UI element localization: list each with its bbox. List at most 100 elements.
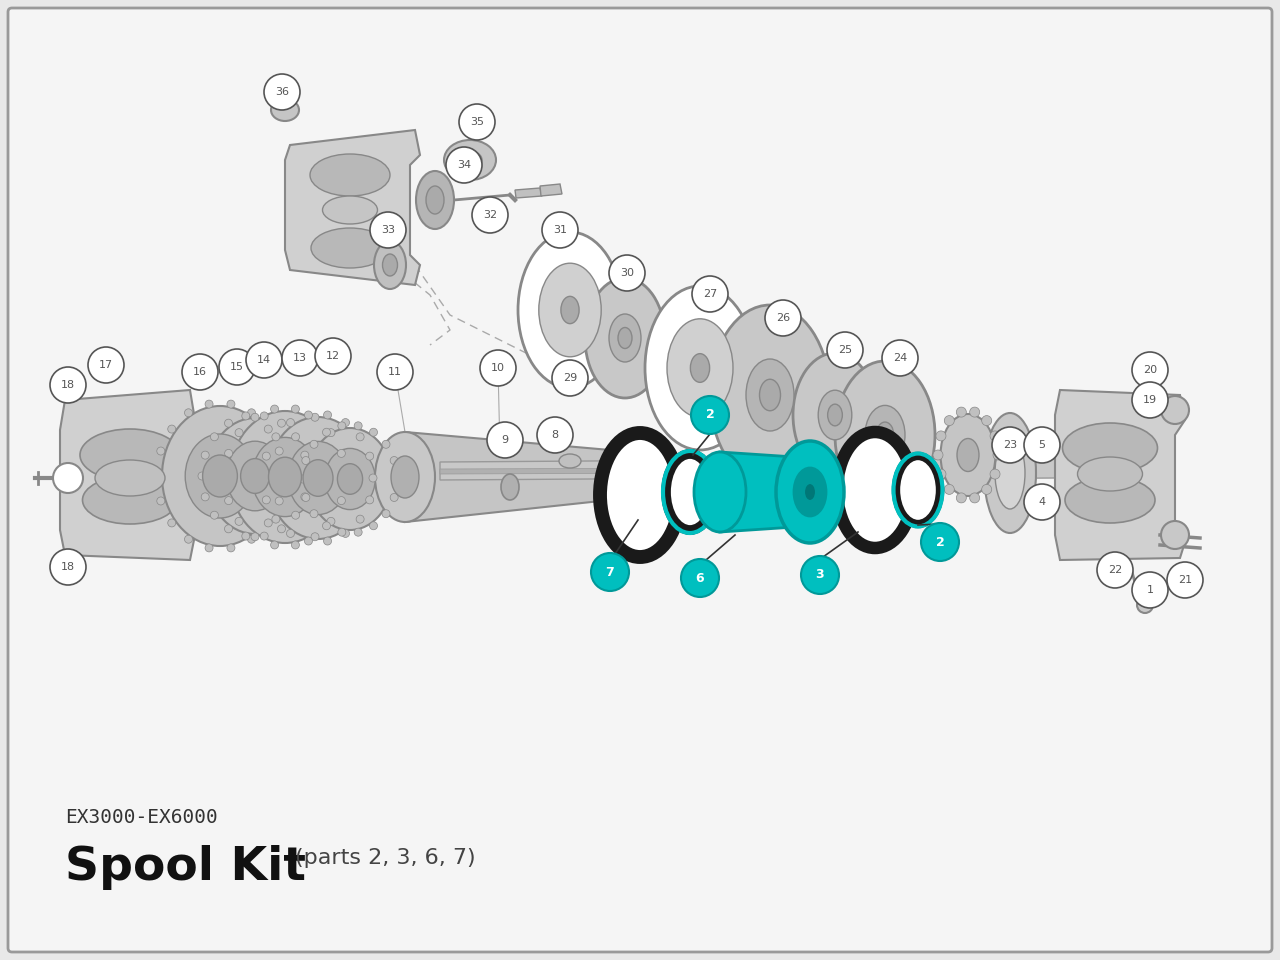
Ellipse shape [984,413,1036,533]
Ellipse shape [241,459,269,493]
Circle shape [338,528,346,537]
Text: 29: 29 [563,373,577,383]
Circle shape [271,433,280,441]
Circle shape [381,441,390,448]
Circle shape [310,441,317,448]
Ellipse shape [609,314,641,362]
Circle shape [275,447,283,455]
Circle shape [324,537,332,545]
Circle shape [198,472,206,480]
Circle shape [88,347,124,383]
Text: 19: 19 [1143,395,1157,405]
Ellipse shape [818,390,851,440]
Circle shape [315,338,351,374]
Circle shape [472,197,508,233]
Circle shape [305,411,312,419]
Circle shape [970,492,979,503]
Circle shape [956,492,966,503]
Circle shape [236,429,243,437]
Text: EX3000-EX6000: EX3000-EX6000 [65,808,218,827]
Circle shape [264,425,273,433]
Ellipse shape [746,359,794,431]
Text: 17: 17 [99,360,113,370]
Circle shape [326,429,335,437]
Circle shape [445,147,483,183]
Circle shape [970,407,979,417]
Circle shape [1161,521,1189,549]
Text: 35: 35 [470,117,484,127]
Circle shape [370,212,406,248]
Ellipse shape [666,454,714,530]
Ellipse shape [667,319,733,418]
Circle shape [366,452,374,460]
Text: 18: 18 [61,380,76,390]
Circle shape [1161,396,1189,424]
Text: 12: 12 [326,351,340,361]
Circle shape [260,532,269,540]
Circle shape [692,276,728,312]
Circle shape [246,342,282,378]
Circle shape [1132,382,1169,418]
Circle shape [292,405,300,413]
Circle shape [305,472,312,480]
Circle shape [251,533,259,540]
Ellipse shape [303,460,333,496]
Circle shape [210,433,219,441]
Circle shape [324,411,332,419]
Circle shape [154,472,161,480]
Ellipse shape [271,99,300,121]
Circle shape [936,431,946,441]
Ellipse shape [896,456,940,524]
Ellipse shape [79,429,180,481]
Circle shape [369,474,378,482]
Circle shape [338,449,346,457]
Circle shape [264,519,273,527]
Circle shape [480,350,516,386]
Ellipse shape [374,241,406,289]
Ellipse shape [308,428,392,530]
Circle shape [242,412,250,420]
Ellipse shape [207,418,303,534]
Circle shape [270,540,279,549]
Circle shape [259,474,268,482]
Circle shape [287,529,294,538]
Text: 16: 16 [193,367,207,377]
Circle shape [300,475,307,483]
Circle shape [278,420,285,427]
Ellipse shape [375,432,435,522]
Circle shape [541,212,579,248]
Text: 5: 5 [1038,440,1046,450]
Ellipse shape [794,468,826,516]
Text: 24: 24 [893,353,908,363]
Circle shape [219,349,255,385]
Circle shape [205,400,212,408]
Polygon shape [540,184,562,196]
Circle shape [486,422,524,458]
Circle shape [156,497,165,505]
Circle shape [264,74,300,110]
Ellipse shape [444,140,497,180]
Circle shape [1137,597,1153,613]
Polygon shape [60,390,195,560]
Ellipse shape [561,297,579,324]
Circle shape [210,512,219,519]
Circle shape [236,517,243,525]
Text: 33: 33 [381,225,396,235]
Circle shape [945,485,955,494]
Text: 30: 30 [620,268,634,278]
Ellipse shape [1065,477,1155,523]
Circle shape [227,400,236,408]
Ellipse shape [759,379,781,411]
Ellipse shape [338,464,362,494]
Text: 18: 18 [61,562,76,572]
Circle shape [221,473,229,481]
Circle shape [323,522,330,530]
Circle shape [370,522,378,530]
Circle shape [982,485,992,494]
Text: 20: 20 [1143,365,1157,375]
Circle shape [227,544,236,552]
Ellipse shape [835,361,934,509]
Ellipse shape [1078,457,1143,491]
Text: 31: 31 [553,225,567,235]
Circle shape [393,475,401,483]
